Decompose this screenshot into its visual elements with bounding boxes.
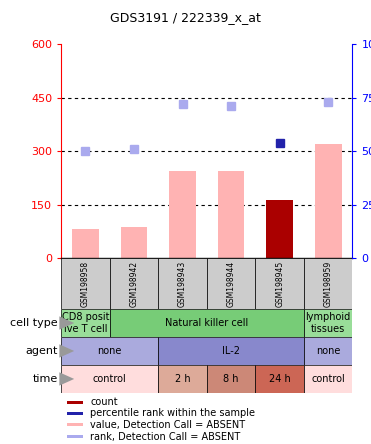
Bar [110, 309, 304, 337]
Text: GDS3191 / 222339_x_at: GDS3191 / 222339_x_at [110, 11, 261, 24]
Text: CD8 posit
ive T cell: CD8 posit ive T cell [62, 312, 109, 334]
Bar [315, 144, 342, 258]
Polygon shape [59, 345, 74, 358]
Bar [110, 258, 158, 309]
Text: control: control [311, 374, 345, 384]
Bar [207, 365, 255, 393]
Bar [67, 401, 83, 404]
Polygon shape [59, 372, 74, 385]
Bar [266, 200, 293, 258]
Text: value, Detection Call = ABSENT: value, Detection Call = ABSENT [91, 420, 246, 430]
Bar [207, 258, 255, 309]
Text: Natural killer cell: Natural killer cell [165, 318, 249, 328]
Text: 2 h: 2 h [175, 374, 190, 384]
Text: GSM198944: GSM198944 [227, 260, 236, 307]
Text: agent: agent [25, 346, 58, 356]
Bar [61, 365, 158, 393]
Bar [255, 365, 304, 393]
Text: control: control [93, 374, 127, 384]
Text: none: none [98, 346, 122, 356]
Text: GSM198943: GSM198943 [178, 260, 187, 307]
Bar [67, 423, 83, 426]
Bar [169, 171, 196, 258]
Bar [218, 171, 244, 258]
Polygon shape [59, 316, 74, 329]
Text: IL-2: IL-2 [222, 346, 240, 356]
Bar [304, 337, 352, 365]
Text: GSM198945: GSM198945 [275, 260, 284, 307]
Text: GSM198942: GSM198942 [129, 261, 138, 306]
Bar [61, 309, 110, 337]
Bar [304, 258, 352, 309]
Text: GSM198959: GSM198959 [324, 260, 333, 307]
Text: lymphoid
tissues: lymphoid tissues [306, 312, 351, 334]
Bar [255, 258, 304, 309]
Bar [61, 258, 110, 309]
Bar [158, 258, 207, 309]
Bar [61, 337, 158, 365]
Bar [67, 412, 83, 415]
Bar [304, 309, 352, 337]
Bar [304, 365, 352, 393]
Bar [72, 229, 99, 258]
Text: cell type: cell type [10, 318, 58, 328]
Text: rank, Detection Call = ABSENT: rank, Detection Call = ABSENT [91, 432, 240, 442]
Bar [158, 365, 207, 393]
Bar [121, 227, 147, 258]
Text: percentile rank within the sample: percentile rank within the sample [91, 408, 255, 418]
Text: 24 h: 24 h [269, 374, 290, 384]
Text: count: count [91, 397, 118, 407]
Bar [158, 337, 304, 365]
Bar [67, 436, 83, 438]
Text: GSM198958: GSM198958 [81, 261, 90, 306]
Text: time: time [32, 374, 58, 384]
Text: 8 h: 8 h [223, 374, 239, 384]
Text: none: none [316, 346, 340, 356]
